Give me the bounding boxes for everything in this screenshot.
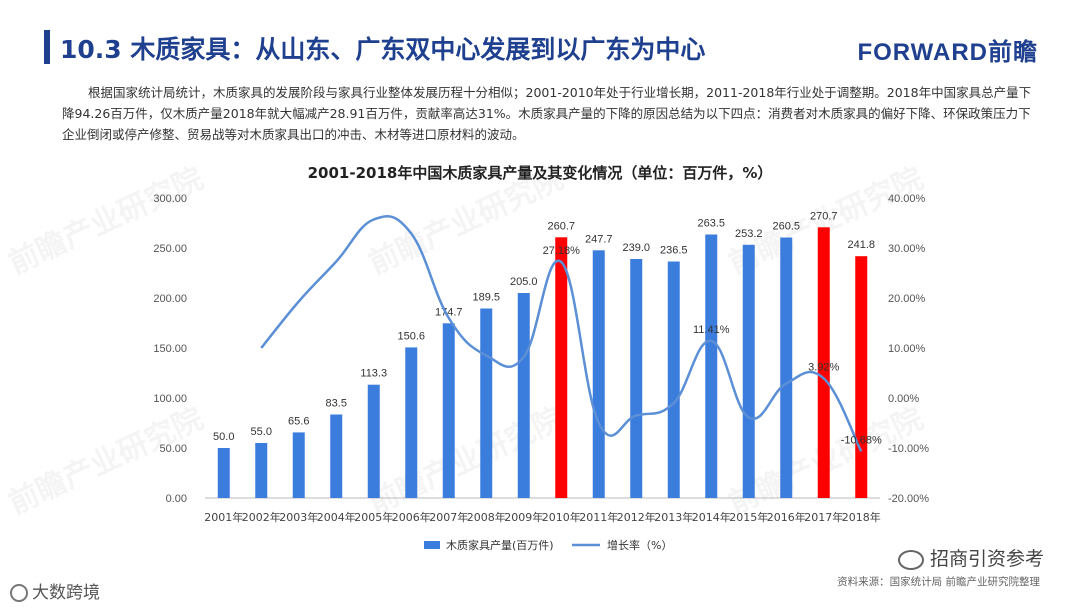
bar-value-label: 270.7: [810, 210, 838, 222]
category-label: 2001年: [204, 510, 243, 524]
bar: [217, 448, 230, 498]
bar-value-label: 50.0: [213, 431, 234, 443]
left-axis-tick: 250.00: [153, 243, 187, 255]
category-label: 2012年: [617, 510, 656, 524]
category-label: 2007年: [429, 510, 468, 524]
title-accent-bar: [44, 30, 50, 64]
category-label: 2006年: [392, 510, 431, 524]
bar-value-label: 174.7: [435, 306, 463, 318]
right-axis-tick: 0.00%: [888, 393, 919, 405]
bar-value-label: 205.0: [510, 276, 538, 288]
category-label: 2015年: [729, 510, 768, 524]
bar-value-label: 83.5: [326, 398, 347, 410]
bar-value-label: 260.7: [547, 220, 575, 232]
bar: [817, 227, 830, 499]
category-label: 2014年: [692, 510, 731, 524]
growth-rate-line: [260, 215, 863, 452]
bar: [255, 443, 268, 498]
bar-value-label: 150.6: [397, 330, 425, 342]
growth-rate-label: 27.18%: [543, 245, 581, 257]
bar: [367, 384, 380, 498]
left-axis-tick: 100.00: [153, 393, 187, 405]
bar-value-label: 260.5: [772, 221, 800, 233]
page-title: 10.3 木质家具：从山东、广东双中心发展到以广东为中心: [60, 35, 706, 64]
intro-paragraph: 根据国家统计局统计，木质家具的发展阶段与家具行业整体发展历程十分相似；2001-…: [62, 85, 1032, 142]
source-note: 资料来源：国家统计局 前瞻产业研究院整理: [837, 576, 1040, 588]
right-axis-tick: -20.00%: [888, 493, 929, 505]
bar-value-label: 55.0: [251, 426, 272, 438]
right-axis-tick: -10.00%: [888, 443, 929, 455]
left-axis-tick: 150.00: [153, 343, 187, 355]
category-label: 2010年: [542, 510, 581, 524]
left-axis-tick: 300.00: [153, 193, 187, 205]
category-label: 2009年: [504, 510, 543, 524]
bar-value-label: 236.5: [660, 245, 688, 257]
growth-rate-label: 3.92%: [808, 361, 839, 373]
bar: [592, 250, 605, 498]
legend-bar-label: 木质家具产量(百万件): [446, 538, 554, 552]
wechat-icon: [897, 549, 924, 570]
bar-value-label: 239.0: [622, 242, 650, 254]
bottom-left-brand: 大数跨境: [10, 578, 100, 603]
bar: [780, 237, 793, 498]
left-axis-tick: 0.00: [166, 493, 187, 505]
category-label: 2004年: [317, 510, 356, 524]
wechat-account-name: 招商引资参考: [929, 548, 1044, 570]
bar: [480, 308, 493, 498]
category-label: 2008年: [467, 510, 506, 524]
bar: [330, 414, 343, 498]
category-label: 2003年: [279, 510, 318, 524]
legend-line-label: 增长率（%）: [607, 538, 672, 552]
bar-value-label: 189.5: [472, 292, 500, 304]
forward-logo[interactable]: FORWARD前瞻: [857, 39, 1038, 66]
watermark-text: 前瞻产业研究院: [363, 401, 568, 521]
category-label: 2011年: [579, 510, 618, 524]
watermark-text: 前瞻产业研究院: [363, 161, 568, 281]
left-axis-tick: 50.00: [159, 443, 187, 455]
growth-rate-label: -10.68%: [841, 434, 882, 446]
bar-value-label: 253.2: [735, 228, 763, 240]
right-axis-tick: 20.00%: [888, 293, 926, 305]
bar: [555, 237, 568, 499]
category-label: 2016年: [767, 510, 806, 524]
category-label: 2002年: [242, 510, 281, 524]
right-axis-tick: 10.00%: [888, 343, 926, 355]
category-label: 2017年: [804, 510, 843, 524]
bar: [705, 234, 718, 498]
brand-icon: [10, 584, 28, 602]
legend-bar-swatch: [424, 541, 440, 549]
bar-value-label: 65.6: [288, 415, 309, 427]
chart-title: 2001-2018年中国木质家具产量及其变化情况（单位：百万件，%）: [307, 164, 773, 182]
wechat-account: 招商引资参考: [897, 544, 1044, 571]
growth-rate-label: 11.41%: [693, 324, 730, 336]
category-label: 2018年: [842, 510, 881, 524]
bar: [292, 432, 305, 498]
bar: [855, 256, 868, 498]
right-axis-tick: 30.00%: [888, 243, 926, 255]
bar: [442, 323, 455, 498]
bar: [667, 261, 680, 498]
bar-value-label: 263.5: [697, 218, 725, 230]
bar-value-label: 113.3: [360, 368, 387, 380]
bar: [630, 259, 643, 498]
bar: [405, 347, 418, 498]
brand-label: 大数跨境: [32, 583, 100, 603]
bar-value-label: 241.8: [847, 239, 875, 251]
watermark-text: 前瞻产业研究院: [3, 161, 208, 281]
left-axis-tick: 200.00: [153, 293, 187, 305]
category-label: 2005年: [354, 510, 393, 524]
bar: [742, 244, 755, 498]
bar-value-label: 247.7: [585, 233, 613, 245]
right-axis-tick: 40.00%: [888, 193, 926, 205]
category-label: 2013年: [654, 510, 693, 524]
bar: [517, 293, 530, 498]
